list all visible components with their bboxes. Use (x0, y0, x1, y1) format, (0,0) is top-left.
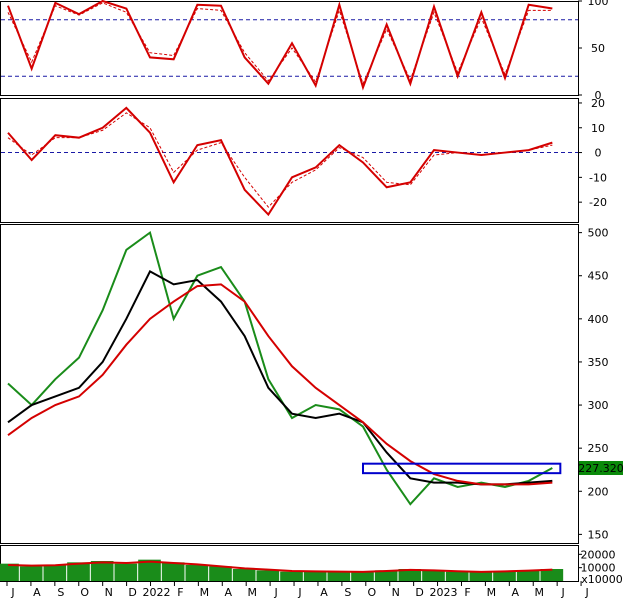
price-frame (0, 224, 579, 544)
volume-bar (469, 572, 493, 581)
y-tick-label: 20 (591, 97, 605, 110)
volume-bar (540, 569, 564, 581)
x-tick-label: 2023 (430, 586, 458, 599)
y-tick-label: 10000 (581, 562, 616, 575)
volume-bar (43, 565, 67, 581)
volume-bar (398, 569, 422, 581)
y-tick-label: -10 (589, 171, 607, 184)
price-series-1 (7, 270, 553, 486)
x-tick-label: M (487, 586, 497, 599)
y-tick-label: 250 (588, 442, 609, 455)
volume-average-line (7, 560, 553, 573)
volume-frame (0, 545, 579, 582)
x-tick-label: A (225, 586, 233, 599)
y-tick-label: 500 (588, 227, 609, 240)
oscillator-top-series-1 (7, 2, 553, 86)
x-tick-label: J (297, 586, 301, 599)
volume-bar (209, 566, 232, 581)
volume-bar (19, 566, 43, 581)
x-tick-label: O (80, 586, 89, 599)
x-tick-label: M (200, 586, 210, 599)
oscillator-middle-series-1 (7, 112, 553, 208)
volume-bar (90, 561, 114, 581)
oscillator-top-panel: 100 50 0 (0, 0, 609, 102)
volume-bar (161, 562, 185, 581)
y-tick-label: 200 (588, 485, 609, 498)
volume-bar (422, 570, 445, 581)
x-tick-label: J (10, 586, 14, 599)
y-tick-label: 300 (588, 399, 609, 412)
volume-bar (67, 562, 90, 581)
oscillator-middle-frame (0, 98, 579, 223)
y-tick-label: 450 (588, 270, 609, 283)
volume-bar (351, 572, 374, 581)
volume-bar (280, 571, 303, 581)
x-tick-label: N (392, 586, 400, 599)
x-tick-label: O (367, 586, 376, 599)
x-tick-label: M (534, 586, 544, 599)
volume-bar (445, 571, 469, 581)
volume-bar (374, 570, 398, 581)
volume-bar (232, 569, 256, 581)
y-tick-label: -20 (589, 196, 607, 209)
x-tick-label: D (128, 586, 136, 599)
y-tick-label: 100 (588, 0, 609, 8)
x-tick-label: A (33, 586, 41, 599)
last-price-badge (579, 460, 623, 475)
annotation-box (362, 462, 562, 475)
x-tick-label: J (561, 586, 565, 599)
y-tick-label: 0 (595, 89, 602, 102)
volume-bar (516, 570, 540, 581)
price-series-2 (7, 283, 553, 486)
x-tick-label: S (344, 586, 351, 599)
volume-bar (138, 559, 161, 581)
last-price-label: 227.320 (578, 462, 624, 475)
x-tick-label: F (464, 586, 470, 599)
volume-bar (114, 563, 138, 581)
y-tick-label: 10 (591, 122, 605, 135)
x-tick-label: A (512, 586, 520, 599)
x-tick-label: S (57, 586, 64, 599)
x-axis: J A S O N D 2022 F M A M J J A S O N D 2023 F M A M J J (6, 581, 589, 599)
price-series-0 (7, 230, 553, 506)
x-tick-label: J (584, 586, 588, 599)
x-tick-label: F (177, 586, 183, 599)
x-tick-label: M (247, 586, 257, 599)
x-tick-label: A (320, 586, 328, 599)
y-tick-label: 20000 (581, 548, 616, 561)
x-tick-label: J (273, 586, 277, 599)
y-tick-label: 150 (588, 528, 609, 541)
y-tick-label: 400 (588, 313, 609, 326)
y-tick-label: 350 (588, 356, 609, 369)
x-tick-label: N (105, 586, 113, 599)
y-tick-label: 0 (595, 147, 602, 160)
oscillator-middle-panel: 20 10 0 -10 -20 (0, 97, 607, 223)
volume-bar (303, 571, 327, 581)
y-tick-label: 50 (591, 42, 605, 55)
x-tick-label: 2022 (143, 586, 171, 599)
volume-unit-label: x10000 (581, 573, 623, 586)
price-panel: 500 450 400 350 300 250 200 150 227.320 (0, 224, 624, 544)
oscillator-top-series-0 (7, 0, 553, 91)
volume-bar (256, 570, 280, 581)
volume-bar (493, 571, 516, 581)
volume-bar (185, 565, 209, 581)
volume-bar (0, 563, 19, 581)
x-tick-label: D (415, 586, 423, 599)
volume-bar (327, 571, 351, 581)
